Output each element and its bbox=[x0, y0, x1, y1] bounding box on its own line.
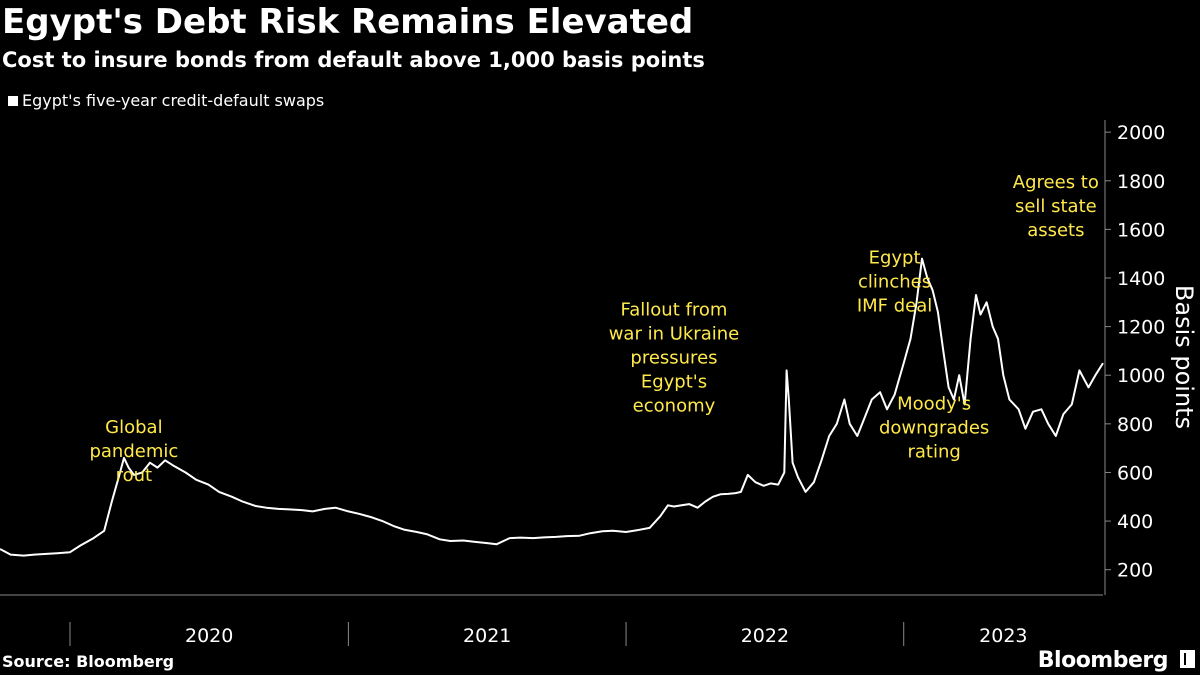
y-tick-label: 1400 bbox=[1117, 268, 1165, 290]
annotation-line: economy bbox=[633, 396, 716, 417]
brand-logo: Bloomberg bbox=[1037, 648, 1169, 673]
y-tick-label: 800 bbox=[1117, 414, 1153, 436]
annotation-line: clinches bbox=[858, 271, 931, 292]
legend-swatch bbox=[8, 96, 18, 106]
annotation-line: Fallout from bbox=[621, 300, 728, 321]
annotation-line: Egypt's bbox=[641, 372, 707, 393]
legend-label: Egypt's five-year credit-default swaps bbox=[22, 91, 325, 110]
annotation-line: IMF deal bbox=[857, 295, 932, 316]
annotation: Agrees to sell state assets bbox=[1013, 172, 1099, 241]
annotation: Global pandemic rout bbox=[89, 417, 178, 486]
annotation: Egypt clinches IMF deal bbox=[857, 247, 932, 316]
annotation-line: sell state bbox=[1015, 196, 1097, 217]
x-tick-label: 2023 bbox=[979, 625, 1027, 647]
annotation-line: pressures bbox=[630, 348, 717, 369]
y-tick-label: 1800 bbox=[1117, 171, 1165, 193]
x-tick-label: 2021 bbox=[463, 625, 511, 647]
x-tick-label: 2022 bbox=[741, 625, 789, 647]
source-note: Source: Bloomberg bbox=[2, 652, 175, 671]
annotation-line: war in Ukraine bbox=[609, 324, 740, 345]
x-tick-label: 2020 bbox=[185, 625, 233, 647]
annotation-line: rating bbox=[907, 441, 960, 462]
y-tick-label: 600 bbox=[1117, 462, 1153, 484]
annotation-line: assets bbox=[1027, 220, 1084, 241]
bloomberg-mark-icon bbox=[1180, 650, 1195, 668]
annotation: Fallout from war in Ukraine pressures Egypt… bbox=[609, 300, 740, 417]
y-axis-title: Basis points bbox=[1170, 285, 1198, 429]
chart-title: Egypt's Debt Risk Remains Elevated bbox=[2, 2, 694, 42]
y-tick-label: 1200 bbox=[1117, 317, 1165, 339]
annotation-line: Agrees to bbox=[1013, 172, 1099, 193]
annotation-line: Global bbox=[105, 417, 162, 438]
annotation-line: Egypt bbox=[869, 247, 921, 268]
chart-subtitle: Cost to insure bonds from default above … bbox=[2, 48, 705, 72]
y-tick-label: 400 bbox=[1117, 511, 1153, 533]
annotation: Moody's downgrades rating bbox=[879, 393, 989, 462]
y-tick-label: 200 bbox=[1117, 560, 1153, 582]
legend: Egypt's five-year credit-default swaps bbox=[8, 90, 324, 112]
annotation-line: pandemic bbox=[89, 441, 178, 462]
y-tick-label: 1600 bbox=[1117, 219, 1165, 241]
annotation-line: rout bbox=[116, 465, 152, 486]
annotation-line: downgrades bbox=[879, 417, 989, 438]
series-line bbox=[0, 257, 1104, 557]
annotation-line: Moody's bbox=[897, 393, 971, 414]
y-tick-label: 1000 bbox=[1117, 365, 1165, 387]
y-tick-label: 2000 bbox=[1117, 122, 1165, 144]
